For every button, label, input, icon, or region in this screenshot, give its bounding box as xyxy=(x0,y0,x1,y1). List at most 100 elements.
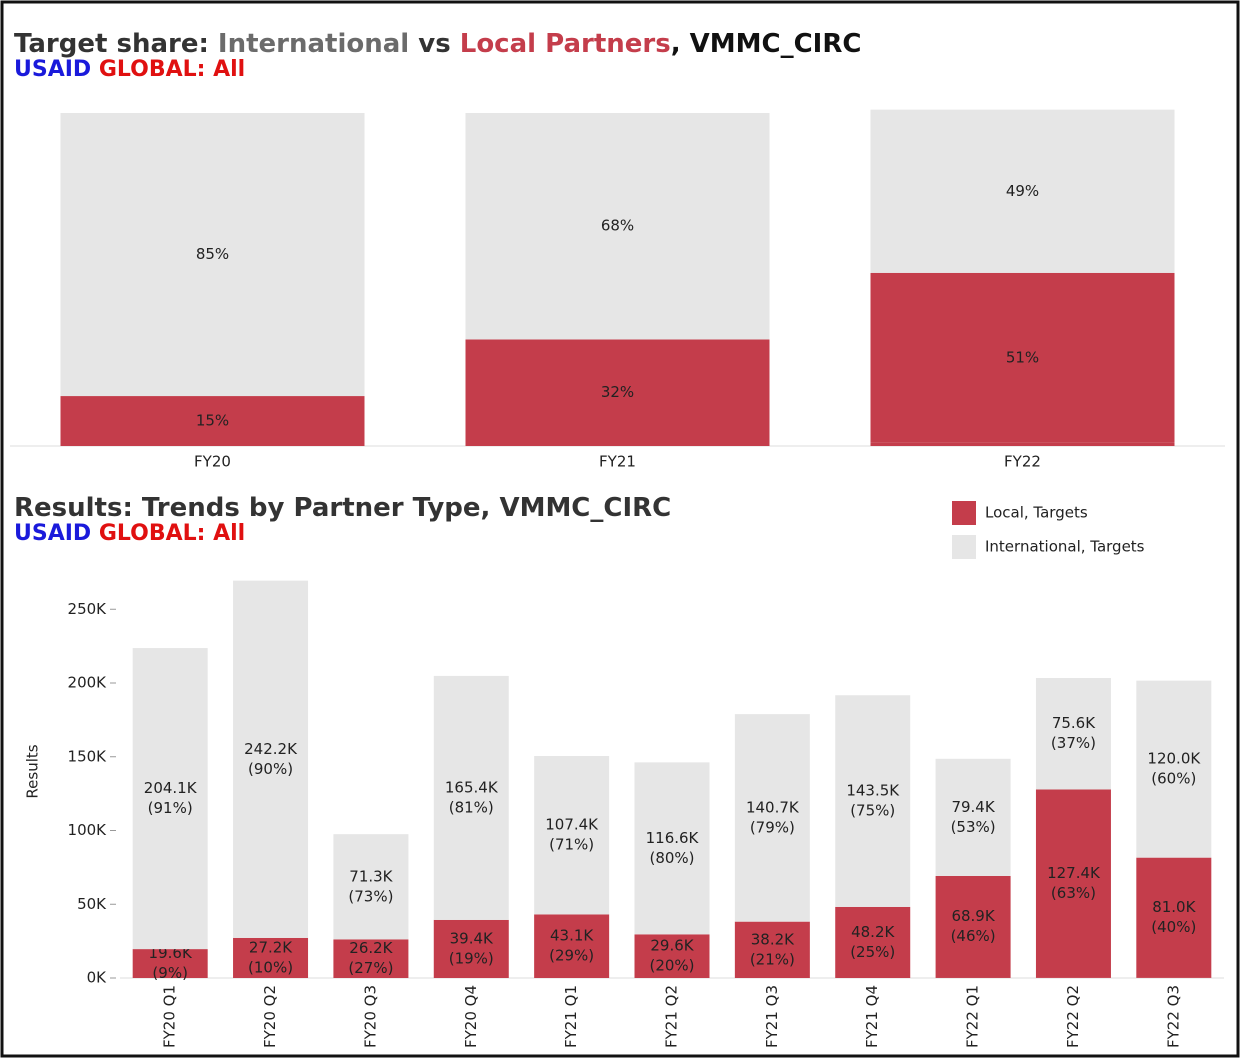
chart-title: Target share: International vs Local Par… xyxy=(14,29,861,59)
y-tick-label: 200K xyxy=(68,674,108,692)
bar-segment xyxy=(1136,857,1212,978)
bar-segment xyxy=(870,442,1175,446)
y-tick-label: 0K xyxy=(87,969,108,987)
data-label: 165.4K xyxy=(445,778,499,796)
bar-segment xyxy=(870,109,1175,273)
bar-segment xyxy=(634,762,710,935)
data-label: 68.9K xyxy=(951,907,995,925)
x-tick-label: FY20 Q2 xyxy=(261,985,279,1048)
chart-subtitle: USAID GLOBAL: All xyxy=(14,57,245,82)
subtitle-part: USAID xyxy=(14,57,91,82)
x-tick-label: FY22 Q1 xyxy=(964,985,982,1048)
data-label: 39.4K xyxy=(450,929,494,947)
legend-label: Local, Targets xyxy=(985,504,1088,522)
data-label: (60%) xyxy=(1151,770,1196,788)
data-label: 49% xyxy=(1006,182,1039,200)
data-label: 15% xyxy=(196,412,229,430)
data-label: 127.4K xyxy=(1047,864,1101,882)
data-label: (75%) xyxy=(850,802,895,820)
data-label: 120.0K xyxy=(1147,750,1201,768)
data-label: (37%) xyxy=(1051,734,1096,752)
x-tick-label: FY22 xyxy=(1004,453,1041,471)
bar-segment xyxy=(734,921,810,978)
data-label: 79.4K xyxy=(951,798,995,816)
data-label: 140.7K xyxy=(746,798,800,816)
data-label: 43.1K xyxy=(550,927,594,945)
data-label: (46%) xyxy=(951,927,996,945)
bar-segment xyxy=(333,834,409,940)
bar-segment xyxy=(835,906,911,978)
data-label: (19%) xyxy=(449,949,494,967)
title-part: Local Partners xyxy=(460,29,671,59)
data-label: 75.6K xyxy=(1052,714,1096,732)
data-label: 81.0K xyxy=(1152,898,1196,916)
bar-segment xyxy=(835,695,911,907)
x-tick-label: FY21 xyxy=(599,453,636,471)
chart-subtitle: USAID GLOBAL: All xyxy=(14,521,245,546)
bar-segment xyxy=(1035,977,1111,978)
data-label: (9%) xyxy=(152,964,188,982)
y-tick-label: 100K xyxy=(68,821,108,839)
bar-segment xyxy=(1035,789,1111,978)
chart-title: Results: Trends by Partner Type, VMMC_CI… xyxy=(14,493,671,523)
bar-segment xyxy=(132,648,208,950)
bar-segment xyxy=(634,934,710,978)
bar-segment xyxy=(333,939,409,978)
title-part: Target share: xyxy=(14,29,218,59)
data-label: 27.2K xyxy=(249,938,293,956)
data-label: 116.6K xyxy=(646,829,700,847)
bar-segment xyxy=(935,758,1011,876)
legend-label: International, Targets xyxy=(985,538,1145,556)
x-tick-label: FY22 Q3 xyxy=(1164,985,1182,1048)
data-label: 71.3K xyxy=(349,867,393,885)
legend-swatch xyxy=(952,535,976,559)
x-tick-label: FY21 Q2 xyxy=(663,985,681,1048)
bar-segment xyxy=(1136,680,1212,858)
title-part: , VMMC_CIRC xyxy=(671,29,862,59)
data-label: 85% xyxy=(196,245,229,263)
bar-segment xyxy=(1136,977,1212,978)
data-label: 26.2K xyxy=(349,939,393,957)
subtitle-part: GLOBAL: All xyxy=(91,521,245,546)
data-label: 107.4K xyxy=(545,816,599,834)
x-tick-label: FY20 xyxy=(194,453,231,471)
data-label: (20%) xyxy=(649,957,694,975)
data-label: 48.2K xyxy=(851,923,895,941)
x-tick-label: FY20 Q1 xyxy=(161,985,179,1048)
bar-segment xyxy=(465,113,770,340)
data-label: (79%) xyxy=(750,818,795,836)
data-label: (81%) xyxy=(449,798,494,816)
bar-segment xyxy=(534,756,610,915)
y-tick-label: 250K xyxy=(68,600,108,618)
bar-segment xyxy=(870,272,1175,443)
data-label: (90%) xyxy=(248,760,293,778)
x-tick-label: FY21 Q3 xyxy=(763,985,781,1048)
x-tick-label: FY20 Q3 xyxy=(361,985,379,1048)
data-label: (91%) xyxy=(148,799,193,817)
bar-segment xyxy=(433,919,509,978)
y-tick-label: 150K xyxy=(68,747,108,765)
bar-segment xyxy=(233,937,309,978)
subtitle-part: USAID xyxy=(14,521,91,546)
data-label: (40%) xyxy=(1151,918,1196,936)
bar-segment xyxy=(60,113,365,397)
data-label: 51% xyxy=(1006,348,1039,366)
data-label: (21%) xyxy=(750,950,795,968)
x-tick-label: FY21 Q1 xyxy=(562,985,580,1048)
bar-segment xyxy=(935,875,1011,978)
data-label: 204.1K xyxy=(144,779,198,797)
x-tick-label: FY22 Q2 xyxy=(1064,985,1082,1048)
y-axis-label: Results xyxy=(24,744,42,798)
title-part: vs xyxy=(409,29,460,59)
x-tick-label: FY21 Q4 xyxy=(863,985,881,1048)
data-label: 32% xyxy=(601,383,634,401)
bar-segment xyxy=(534,914,610,978)
data-label: (29%) xyxy=(549,947,594,965)
bar-segment xyxy=(734,714,810,922)
data-label: (80%) xyxy=(649,849,694,867)
title-part: Results: Trends by Partner Type, VMMC_CI… xyxy=(14,493,671,523)
data-label: (73%) xyxy=(348,887,393,905)
data-label: (63%) xyxy=(1051,884,1096,902)
legend-swatch xyxy=(952,501,976,525)
